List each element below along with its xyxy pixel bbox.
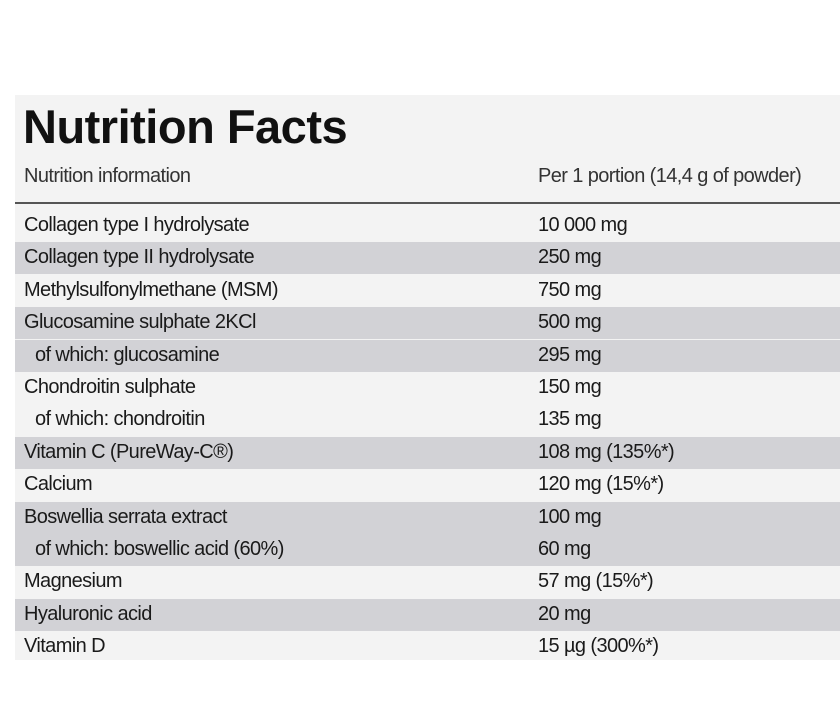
- nutrient-amount: 20 mg: [538, 602, 591, 625]
- nutrient-amount: 150 mg: [538, 376, 602, 398]
- nutrient-name: of which: chondroitin: [35, 408, 205, 431]
- table-row: Hyaluronic acid 20 mg: [15, 598, 840, 631]
- table-row: Chondroitin sulphate 150 mg: [15, 372, 840, 404]
- table-row: of which: glucosamine 295 mg: [15, 339, 840, 372]
- nutrition-label: Nutrition Facts Nutrition information Pe…: [15, 95, 840, 660]
- title: Nutrition Facts: [23, 100, 348, 153]
- nutrient-amount: 100 mg: [538, 505, 602, 528]
- nutrient-name: Collagen type II hydrolysate: [24, 246, 255, 269]
- nutrient-name: Vitamin C (PureWay-C®): [24, 440, 234, 463]
- table-row: of which: chondroitin 135 mg: [15, 404, 840, 436]
- nutrient-amount: 108 mg (135%*): [538, 440, 675, 463]
- table-row: Boswellia serrata extract 100 mg: [15, 501, 840, 534]
- nutrient-name: Chondroitin sulphate: [24, 376, 196, 398]
- column-header: Nutrition information: [24, 165, 191, 187]
- nutrient-name: Magnesium: [24, 570, 123, 593]
- nutrient-amount: 120 mg (15%*): [538, 473, 664, 496]
- nutrient-name: Calcium: [24, 473, 93, 496]
- table-row: Calcium 120 mg (15%*): [15, 469, 840, 501]
- nutrient-amount: 135 mg: [538, 408, 602, 431]
- table-row: Vitamin D 15 µg (300%*): [15, 631, 840, 660]
- nutrient-amount: 57 mg (15%*): [538, 570, 654, 593]
- table-row: Magnesium 57 mg (15%*): [15, 566, 840, 598]
- table-row: Vitamin C (PureWay-C®) 108 mg (135%*): [15, 436, 840, 469]
- nutrient-amount: 500 mg: [538, 311, 602, 334]
- nutrient-name: Hyaluronic acid: [24, 602, 152, 625]
- nutrient-name: Methylsulfonylmethane (MSM): [24, 278, 278, 301]
- table-row: Collagen type II hydrolysate 250 mg: [15, 242, 840, 275]
- divider: [15, 202, 840, 204]
- nutrient-amount: 15 µg (300%*): [538, 635, 659, 658]
- nutrient-name: of which: boswellic acid (60%): [35, 538, 284, 560]
- nutrient-name: Boswellia serrata extract: [24, 505, 227, 528]
- nutrient-name: Collagen type I hydrolysate: [24, 214, 250, 236]
- nutrient-amount: 295 mg: [538, 343, 602, 366]
- table-row: Collagen type I hydrolysate 10 000 mg: [15, 210, 840, 242]
- nutrient-name: of which: glucosamine: [35, 343, 220, 366]
- nutrient-name: Vitamin D: [24, 635, 106, 658]
- nutrient-amount: 250 mg: [538, 246, 602, 269]
- nutrient-amount: 750 mg: [538, 278, 602, 301]
- table-row: of which: boswellic acid (60%) 60 mg: [15, 534, 840, 566]
- column-header: Per 1 portion (14,4 g of powder): [538, 165, 802, 187]
- nutrient-amount: 60 mg: [538, 538, 591, 560]
- table-row: Methylsulfonylmethane (MSM) 750 mg: [15, 275, 840, 307]
- nutrient-name: Glucosamine sulphate 2KCl: [24, 311, 256, 334]
- nutrient-amount: 10 000 mg: [538, 214, 628, 236]
- table-row: Glucosamine sulphate 2KCl 500 mg: [15, 307, 840, 340]
